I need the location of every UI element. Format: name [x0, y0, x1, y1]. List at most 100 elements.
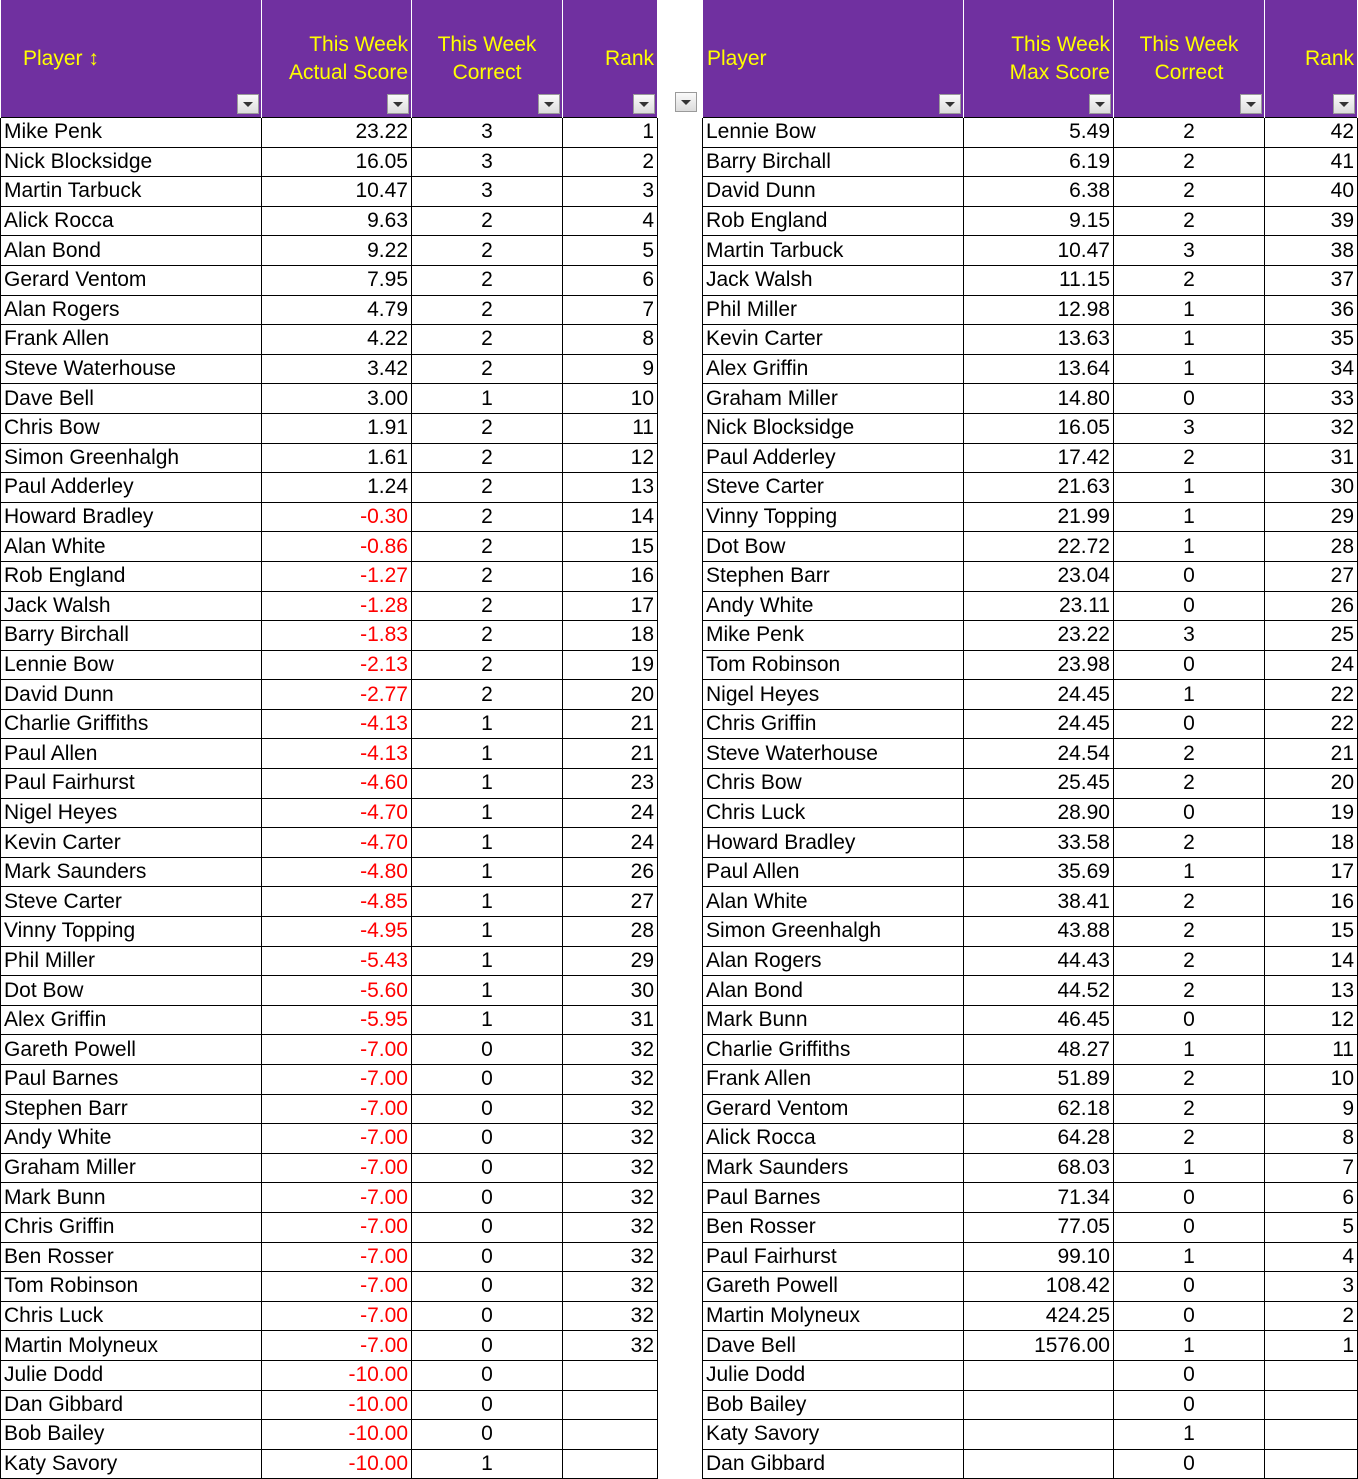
rank-cell[interactable]: 32: [1264, 412, 1358, 444]
correct-cell[interactable]: 0: [411, 1123, 563, 1154]
player-cell[interactable]: Paul Barnes: [0, 1064, 262, 1095]
player-cell[interactable]: Chris Bow: [702, 768, 964, 799]
correct-cell[interactable]: 2: [411, 353, 563, 385]
score-cell[interactable]: -5.60: [261, 975, 412, 1006]
player-cell[interactable]: Paul Barnes: [702, 1182, 964, 1213]
rank-cell[interactable]: 28: [562, 916, 658, 947]
player-cell[interactable]: Chris Luck: [702, 797, 964, 829]
rank-cell[interactable]: 22: [1264, 708, 1358, 740]
correct-cell[interactable]: 0: [1113, 383, 1265, 414]
player-cell[interactable]: David Dunn: [702, 176, 964, 207]
rank-cell[interactable]: 14: [1264, 945, 1358, 977]
correct-cell[interactable]: 2: [411, 472, 563, 503]
score-cell[interactable]: -2.77: [261, 679, 412, 710]
correct-cell[interactable]: 2: [1113, 176, 1265, 207]
player-cell[interactable]: Paul Adderley: [0, 472, 262, 503]
score-cell[interactable]: -7.00: [261, 1152, 412, 1184]
score-cell[interactable]: 33.58: [963, 827, 1114, 858]
correct-cell[interactable]: 2: [1113, 1064, 1265, 1095]
score-cell[interactable]: -10.00: [261, 1389, 412, 1421]
correct-cell[interactable]: 1: [1113, 1152, 1265, 1184]
correct-cell[interactable]: 1: [411, 916, 563, 947]
player-cell[interactable]: Alan White: [702, 886, 964, 918]
player-cell[interactable]: Mark Saunders: [702, 1152, 964, 1184]
score-cell[interactable]: -5.43: [261, 945, 412, 977]
rank-cell[interactable]: 1: [1264, 1330, 1358, 1361]
score-cell[interactable]: 24.54: [963, 738, 1114, 770]
score-cell[interactable]: -10.00: [261, 1419, 412, 1450]
player-cell[interactable]: Chris Griffin: [702, 708, 964, 740]
correct-cell[interactable]: 0: [411, 1152, 563, 1184]
rank-cell[interactable]: 24: [562, 827, 658, 858]
player-cell[interactable]: Howard Bradley: [0, 501, 262, 533]
score-cell[interactable]: -4.13: [261, 738, 412, 770]
player-cell[interactable]: Gerard Ventom: [0, 264, 262, 296]
player-cell[interactable]: Chris Griffin: [0, 1211, 262, 1243]
correct-cell[interactable]: 2: [411, 264, 563, 296]
correct-cell[interactable]: 3: [1113, 235, 1265, 266]
score-cell[interactable]: -4.13: [261, 708, 412, 740]
player-cell[interactable]: Jack Walsh: [0, 590, 262, 622]
rank-cell[interactable]: 23: [562, 768, 658, 799]
score-cell[interactable]: 16.05: [261, 146, 412, 178]
rank-cell[interactable]: 28: [1264, 531, 1358, 562]
correct-cell[interactable]: 1: [1113, 1034, 1265, 1065]
score-cell[interactable]: 4.79: [261, 294, 412, 326]
rank-cell[interactable]: 7: [1264, 1152, 1358, 1184]
rank-cell[interactable]: 16: [562, 560, 658, 592]
player-cell[interactable]: Nigel Heyes: [702, 679, 964, 710]
player-cell[interactable]: Phil Miller: [702, 294, 964, 326]
rank-cell[interactable]: 20: [1264, 768, 1358, 799]
correct-cell[interactable]: 2: [1113, 768, 1265, 799]
player-cell[interactable]: Tom Robinson: [0, 1271, 262, 1302]
rank-cell[interactable]: 21: [562, 738, 658, 770]
player-cell[interactable]: Frank Allen: [0, 324, 262, 355]
rank-cell[interactable]: 20: [562, 679, 658, 710]
correct-cell[interactable]: 2: [1113, 205, 1265, 237]
score-cell[interactable]: -7.00: [261, 1211, 412, 1243]
score-cell[interactable]: 23.98: [963, 649, 1114, 681]
score-cell[interactable]: 23.22: [963, 620, 1114, 651]
player-cell[interactable]: Simon Greenhalgh: [702, 916, 964, 947]
score-cell[interactable]: 71.34: [963, 1182, 1114, 1213]
rank-cell[interactable]: 25: [1264, 620, 1358, 651]
correct-cell[interactable]: 2: [411, 501, 563, 533]
score-cell[interactable]: 1.91: [261, 412, 412, 444]
player-cell[interactable]: Kevin Carter: [0, 827, 262, 858]
player-cell[interactable]: Vinny Topping: [702, 501, 964, 533]
score-cell[interactable]: [963, 1359, 1114, 1391]
score-cell[interactable]: -0.30: [261, 501, 412, 533]
player-cell[interactable]: Kevin Carter: [702, 324, 964, 355]
rank-cell[interactable]: [562, 1359, 658, 1391]
correct-cell[interactable]: 1: [411, 1004, 563, 1036]
score-cell[interactable]: 64.28: [963, 1123, 1114, 1154]
rank-cell[interactable]: 17: [1264, 856, 1358, 888]
rank-cell[interactable]: 31: [1264, 442, 1358, 474]
rank-cell[interactable]: 29: [562, 945, 658, 977]
player-cell[interactable]: Steve Carter: [0, 886, 262, 918]
score-cell[interactable]: -7.00: [261, 1034, 412, 1065]
score-cell[interactable]: 6.38: [963, 176, 1114, 207]
player-cell[interactable]: Mark Bunn: [702, 1004, 964, 1036]
rank-cell[interactable]: 18: [1264, 827, 1358, 858]
player-cell[interactable]: Lennie Bow: [0, 649, 262, 681]
rank-cell[interactable]: [1264, 1389, 1358, 1421]
player-cell[interactable]: Katy Savory: [0, 1448, 262, 1479]
player-cell[interactable]: Mike Penk: [702, 620, 964, 651]
player-cell[interactable]: Lennie Bow: [702, 117, 964, 148]
player-cell[interactable]: Alex Griffin: [702, 353, 964, 385]
rank-cell[interactable]: 29: [1264, 501, 1358, 533]
rank-cell[interactable]: 18: [562, 620, 658, 651]
filter-dropdown-icon[interactable]: [237, 94, 259, 114]
score-cell[interactable]: 3.42: [261, 353, 412, 385]
rank-cell[interactable]: 1: [562, 117, 658, 148]
correct-cell[interactable]: 2: [411, 560, 563, 592]
player-cell[interactable]: Rob England: [0, 560, 262, 592]
rank-cell[interactable]: 32: [562, 1330, 658, 1361]
rank-cell[interactable]: [562, 1448, 658, 1479]
score-cell[interactable]: -7.00: [261, 1064, 412, 1095]
correct-column-header[interactable]: This Week Correct: [411, 0, 563, 118]
correct-cell[interactable]: 2: [411, 442, 563, 474]
player-cell[interactable]: Howard Bradley: [702, 827, 964, 858]
score-cell[interactable]: 13.64: [963, 353, 1114, 385]
